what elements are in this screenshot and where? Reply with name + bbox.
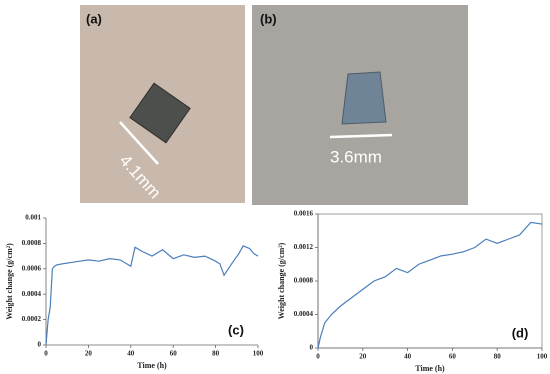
dimension-arrow <box>119 121 159 165</box>
x-tick-label: 60 <box>449 353 457 361</box>
panel-label: (b) <box>260 11 277 26</box>
dimension-label: 3.6mm <box>330 147 382 166</box>
y-tick-label: 0.0004 <box>22 290 42 298</box>
y-axis-label: Weight change (g/cm²) <box>5 243 14 320</box>
y-tick-label: 0.0016 <box>294 210 314 218</box>
y-tick-label: 0.0002 <box>22 315 42 323</box>
panel-label: (c) <box>228 322 244 337</box>
data-line <box>45 245 259 346</box>
panel-label: (d) <box>512 325 529 340</box>
x-tick-label: 60 <box>170 350 178 358</box>
y-tick-label: 0.0004 <box>294 310 314 318</box>
x-axis-label: Time (h) <box>415 364 445 373</box>
y-tick-label: 0.0008 <box>294 277 314 285</box>
x-tick-label: 20 <box>359 353 367 361</box>
sample <box>341 71 387 125</box>
y-tick-label: 0 <box>310 344 314 352</box>
x-tick-label: 40 <box>127 350 135 358</box>
y-tick-label: 0.001 <box>25 214 41 222</box>
x-tick-label: 20 <box>85 350 93 358</box>
x-tick-label: 100 <box>537 353 548 361</box>
y-tick-label: 0.0012 <box>294 243 314 251</box>
data-line <box>317 221 543 349</box>
sample <box>129 82 191 144</box>
x-tick-label: 100 <box>253 350 264 358</box>
y-tick-label: 0.0008 <box>22 239 42 247</box>
photo-b: (b) 3.6mm <box>252 5 468 205</box>
x-tick-label: 40 <box>404 353 412 361</box>
y-tick-label: 0.0006 <box>22 264 42 272</box>
x-tick-label: 0 <box>44 350 48 358</box>
x-tick-label: 80 <box>494 353 502 361</box>
x-tick-label: 80 <box>212 350 220 358</box>
panel-label: (a) <box>86 11 102 26</box>
dimension-arrow <box>329 133 393 139</box>
x-tick-label: 0 <box>316 353 320 361</box>
x-axis-label: Time (h) <box>137 361 167 370</box>
y-tick-label: 0 <box>38 341 42 349</box>
plot-frame <box>317 213 543 349</box>
y-axis-label: Weight change (g/cm²) <box>277 242 286 319</box>
photo-a: (a) 4.1mm <box>80 5 245 203</box>
